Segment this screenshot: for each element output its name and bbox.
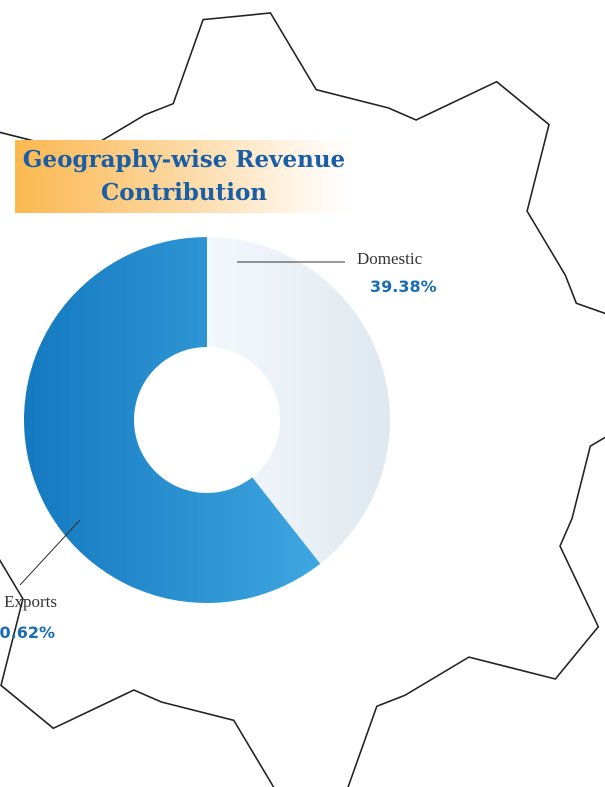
chart: Domestic 39.38% Exports 60.62%: [0, 0, 605, 787]
chart-title: Geography-wise Revenue Contribution: [15, 143, 353, 209]
value-label: 60.62%: [0, 623, 55, 642]
page: Domestic 39.38% Exports 60.62% Geography-wi…: [0, 0, 605, 787]
value-label: 39.38%: [370, 277, 437, 296]
category-label: Domestic: [357, 249, 423, 268]
leader-line: [20, 520, 80, 585]
category-label: Exports: [4, 592, 57, 611]
